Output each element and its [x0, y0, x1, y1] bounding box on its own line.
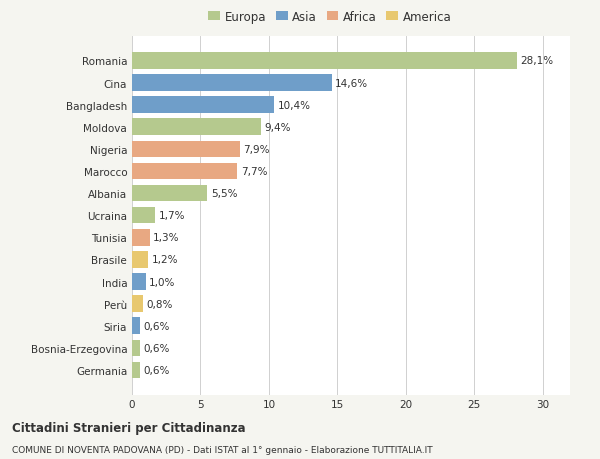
Text: 1,3%: 1,3% [153, 233, 180, 243]
Text: 9,4%: 9,4% [264, 123, 290, 133]
Text: 1,7%: 1,7% [158, 211, 185, 221]
Text: 10,4%: 10,4% [278, 101, 311, 110]
Bar [132, 207, 155, 224]
Bar [132, 163, 238, 180]
Text: 7,9%: 7,9% [244, 145, 270, 155]
Bar [132, 141, 240, 158]
Text: COMUNE DI NOVENTA PADOVANA (PD) - Dati ISTAT al 1° gennaio - Elaborazione TUTTIT: COMUNE DI NOVENTA PADOVANA (PD) - Dati I… [12, 445, 433, 454]
Bar [132, 97, 274, 114]
Bar [132, 274, 146, 290]
Text: 0,6%: 0,6% [143, 321, 170, 331]
Text: Cittadini Stranieri per Cittadinanza: Cittadini Stranieri per Cittadinanza [12, 421, 245, 434]
Text: 5,5%: 5,5% [211, 189, 237, 199]
Bar [132, 53, 517, 70]
Bar [132, 230, 150, 246]
Text: 7,7%: 7,7% [241, 167, 268, 177]
Text: 0,6%: 0,6% [143, 343, 170, 353]
Text: 1,2%: 1,2% [152, 255, 178, 265]
Legend: Europa, Asia, Africa, America: Europa, Asia, Africa, America [206, 8, 454, 26]
Bar [132, 296, 143, 312]
Bar [132, 75, 332, 92]
Text: 0,8%: 0,8% [146, 299, 173, 309]
Bar [132, 318, 140, 334]
Bar [132, 340, 140, 356]
Bar [132, 252, 148, 268]
Text: 14,6%: 14,6% [335, 78, 368, 88]
Text: 1,0%: 1,0% [149, 277, 175, 287]
Bar [132, 119, 260, 136]
Text: 0,6%: 0,6% [143, 365, 170, 375]
Bar [132, 362, 140, 379]
Text: 28,1%: 28,1% [520, 56, 553, 66]
Bar [132, 185, 207, 202]
